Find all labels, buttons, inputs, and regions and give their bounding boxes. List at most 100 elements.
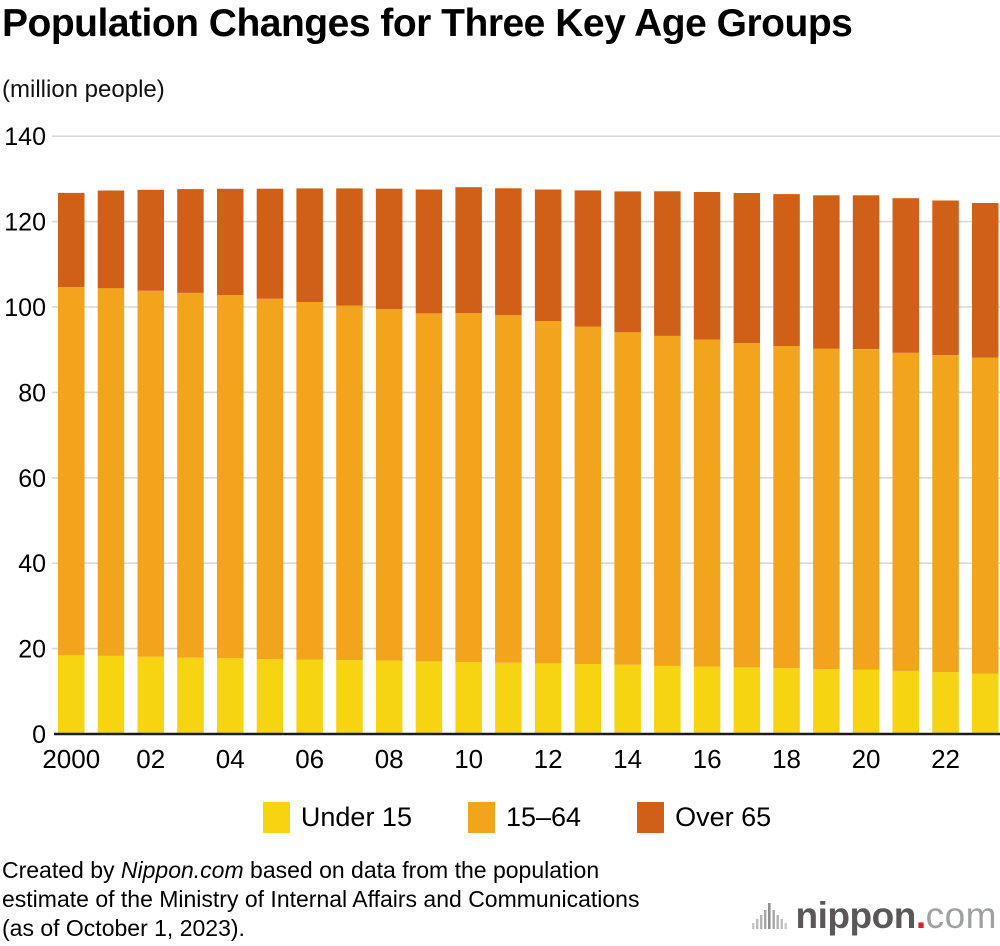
- bar-segment-2023-over-65: [972, 203, 999, 358]
- y-tick-label-80: 80: [18, 379, 46, 407]
- y-tick-label-60: 60: [18, 465, 46, 493]
- y-tick-label-100: 100: [4, 294, 46, 322]
- x-tick-label-06: 06: [295, 744, 324, 774]
- bar-segment-2021-over-65: [892, 198, 919, 353]
- bar-segment-2009-under-15: [415, 661, 443, 734]
- logo-text: nippon.com: [795, 895, 997, 936]
- bar-segment-2019-15-64: [813, 348, 840, 669]
- x-tick-label-12: 12: [534, 744, 563, 774]
- stacked-bar-chart: 0 20 40 60 80 100 120 140 2000 02 04 06 08 10 12 14 16 18…: [4, 123, 1000, 774]
- nippon-logo: nippon.com: [751, 895, 997, 936]
- legend-item-under-15: Under 15: [262, 801, 412, 833]
- bar-segment-2003-15-64: [177, 292, 204, 658]
- bar-segment-2005-15-64: [256, 298, 284, 660]
- legend-label: Over 65: [675, 801, 772, 832]
- bar-segment-2023-15-64: [972, 357, 999, 674]
- bar-segment-2014-over-65: [614, 191, 641, 333]
- source-name: Nippon.com: [120, 857, 244, 883]
- bar-segment-2008-over-65: [375, 188, 403, 310]
- x-tick-label-16: 16: [693, 744, 722, 774]
- bar-segment-2020-over-65: [852, 195, 880, 350]
- y-tick-label-120: 120: [4, 209, 46, 237]
- bar-segment-2012-under-15: [534, 663, 562, 734]
- bar-segment-2018-under-15: [773, 668, 800, 734]
- bar-segment-2001-15-64: [97, 288, 125, 656]
- bar-segment-2014-under-15: [614, 664, 641, 734]
- bar-segment-2011-over-65: [495, 188, 522, 316]
- y-tick-label-140: 140: [4, 123, 46, 151]
- legend: Under 15 15–64 Over 65: [0, 797, 1000, 837]
- bar-segment-2006-under-15: [296, 659, 323, 734]
- bar-segment-2002-over-65: [137, 189, 164, 291]
- bar-segment-2018-over-65: [773, 194, 800, 346]
- bar-segment-2010-over-65: [455, 187, 482, 314]
- x-tick-label-22: 22: [931, 744, 960, 774]
- bar-segment-2017-15-64: [733, 343, 761, 668]
- unit-label: (million people): [2, 76, 165, 103]
- bar-segment-2008-under-15: [375, 660, 403, 734]
- x-tick-label-08: 08: [375, 744, 404, 774]
- bar-segment-2021-15-64: [892, 352, 919, 671]
- legend-swatch-icon: [467, 801, 495, 833]
- bar-segment-2000-15-64: [58, 287, 85, 656]
- bar-segment-2020-15-64: [852, 349, 880, 670]
- bar-segment-2013-15-64: [574, 326, 602, 664]
- bar-segment-2003-under-15: [177, 657, 204, 734]
- bar-segment-2008-15-64: [375, 309, 403, 661]
- y-tick-label-40: 40: [18, 550, 46, 578]
- bar-segment-2014-15-64: [614, 332, 641, 665]
- bar-segment-2012-over-65: [534, 189, 562, 321]
- legend-swatch-icon: [262, 801, 290, 833]
- x-tick-label-04: 04: [216, 744, 245, 774]
- bar-segment-2017-over-65: [733, 193, 761, 344]
- bar-segment-2007-15-64: [336, 305, 363, 661]
- bar-segment-2002-under-15: [137, 656, 164, 734]
- bar-segment-2019-under-15: [813, 669, 840, 734]
- bar-segment-2016-over-65: [693, 192, 721, 340]
- bar-segment-2003-over-65: [177, 189, 204, 293]
- bar-segment-2022-under-15: [932, 672, 959, 734]
- bar-segment-2012-15-64: [534, 321, 562, 664]
- bar-segment-2004-under-15: [217, 658, 244, 734]
- source-credit: Created by Nippon.com based on data from…: [2, 856, 639, 943]
- legend-swatch-icon: [637, 801, 665, 833]
- legend-item-over-65: Over 65: [637, 801, 772, 833]
- bar-segment-2006-over-65: [296, 188, 323, 302]
- bar-segment-2018-15-64: [773, 346, 800, 669]
- bar-segment-2023-under-15: [972, 673, 999, 734]
- bar-segment-2004-over-65: [217, 188, 244, 295]
- soundwave-icon: [751, 903, 787, 929]
- bar-segment-2005-over-65: [256, 188, 284, 299]
- bar-segment-2007-over-65: [336, 188, 363, 306]
- bar-segment-2000-over-65: [58, 192, 85, 287]
- bar-segment-2004-15-64: [217, 295, 244, 659]
- bar-segment-2015-over-65: [654, 191, 681, 336]
- bar-segment-2001-over-65: [97, 190, 125, 289]
- bar-segment-2013-under-15: [574, 664, 602, 734]
- bar-segment-2000-under-15: [58, 655, 85, 734]
- legend-label: Under 15: [300, 801, 412, 832]
- bar-segment-2009-over-65: [415, 189, 443, 314]
- bar-segment-2015-15-64: [654, 335, 681, 666]
- bar-segment-2007-under-15: [336, 660, 363, 734]
- bar-segment-2015-under-15: [654, 665, 681, 734]
- legend-item-15-64: 15–64: [467, 801, 582, 833]
- credit-line-3: (as of October 1, 2023).: [2, 915, 245, 941]
- bar-segment-2020-under-15: [852, 669, 880, 734]
- bar-segment-2013-over-65: [574, 190, 602, 327]
- page-title: Population Changes for Three Key Age Gro…: [2, 2, 853, 45]
- bar-segment-2001-under-15: [97, 655, 125, 734]
- bar-segment-2019-over-65: [813, 195, 840, 349]
- bar-segment-2017-under-15: [733, 667, 761, 734]
- x-tick-label-02: 02: [136, 744, 165, 774]
- bar-segment-2022-over-65: [932, 200, 959, 356]
- bar-segment-2011-15-64: [495, 315, 522, 663]
- bar-segment-2021-under-15: [892, 670, 919, 734]
- legend-label: 15–64: [505, 801, 582, 832]
- credit-line-1: Created by Nippon.com based on data from…: [2, 857, 600, 883]
- y-tick-label-20: 20: [18, 636, 46, 664]
- bar-segment-2016-under-15: [693, 666, 721, 734]
- bar-segment-2006-15-64: [296, 302, 323, 660]
- x-tick-label-14: 14: [613, 744, 642, 774]
- y-tick-label-0: 0: [32, 721, 46, 749]
